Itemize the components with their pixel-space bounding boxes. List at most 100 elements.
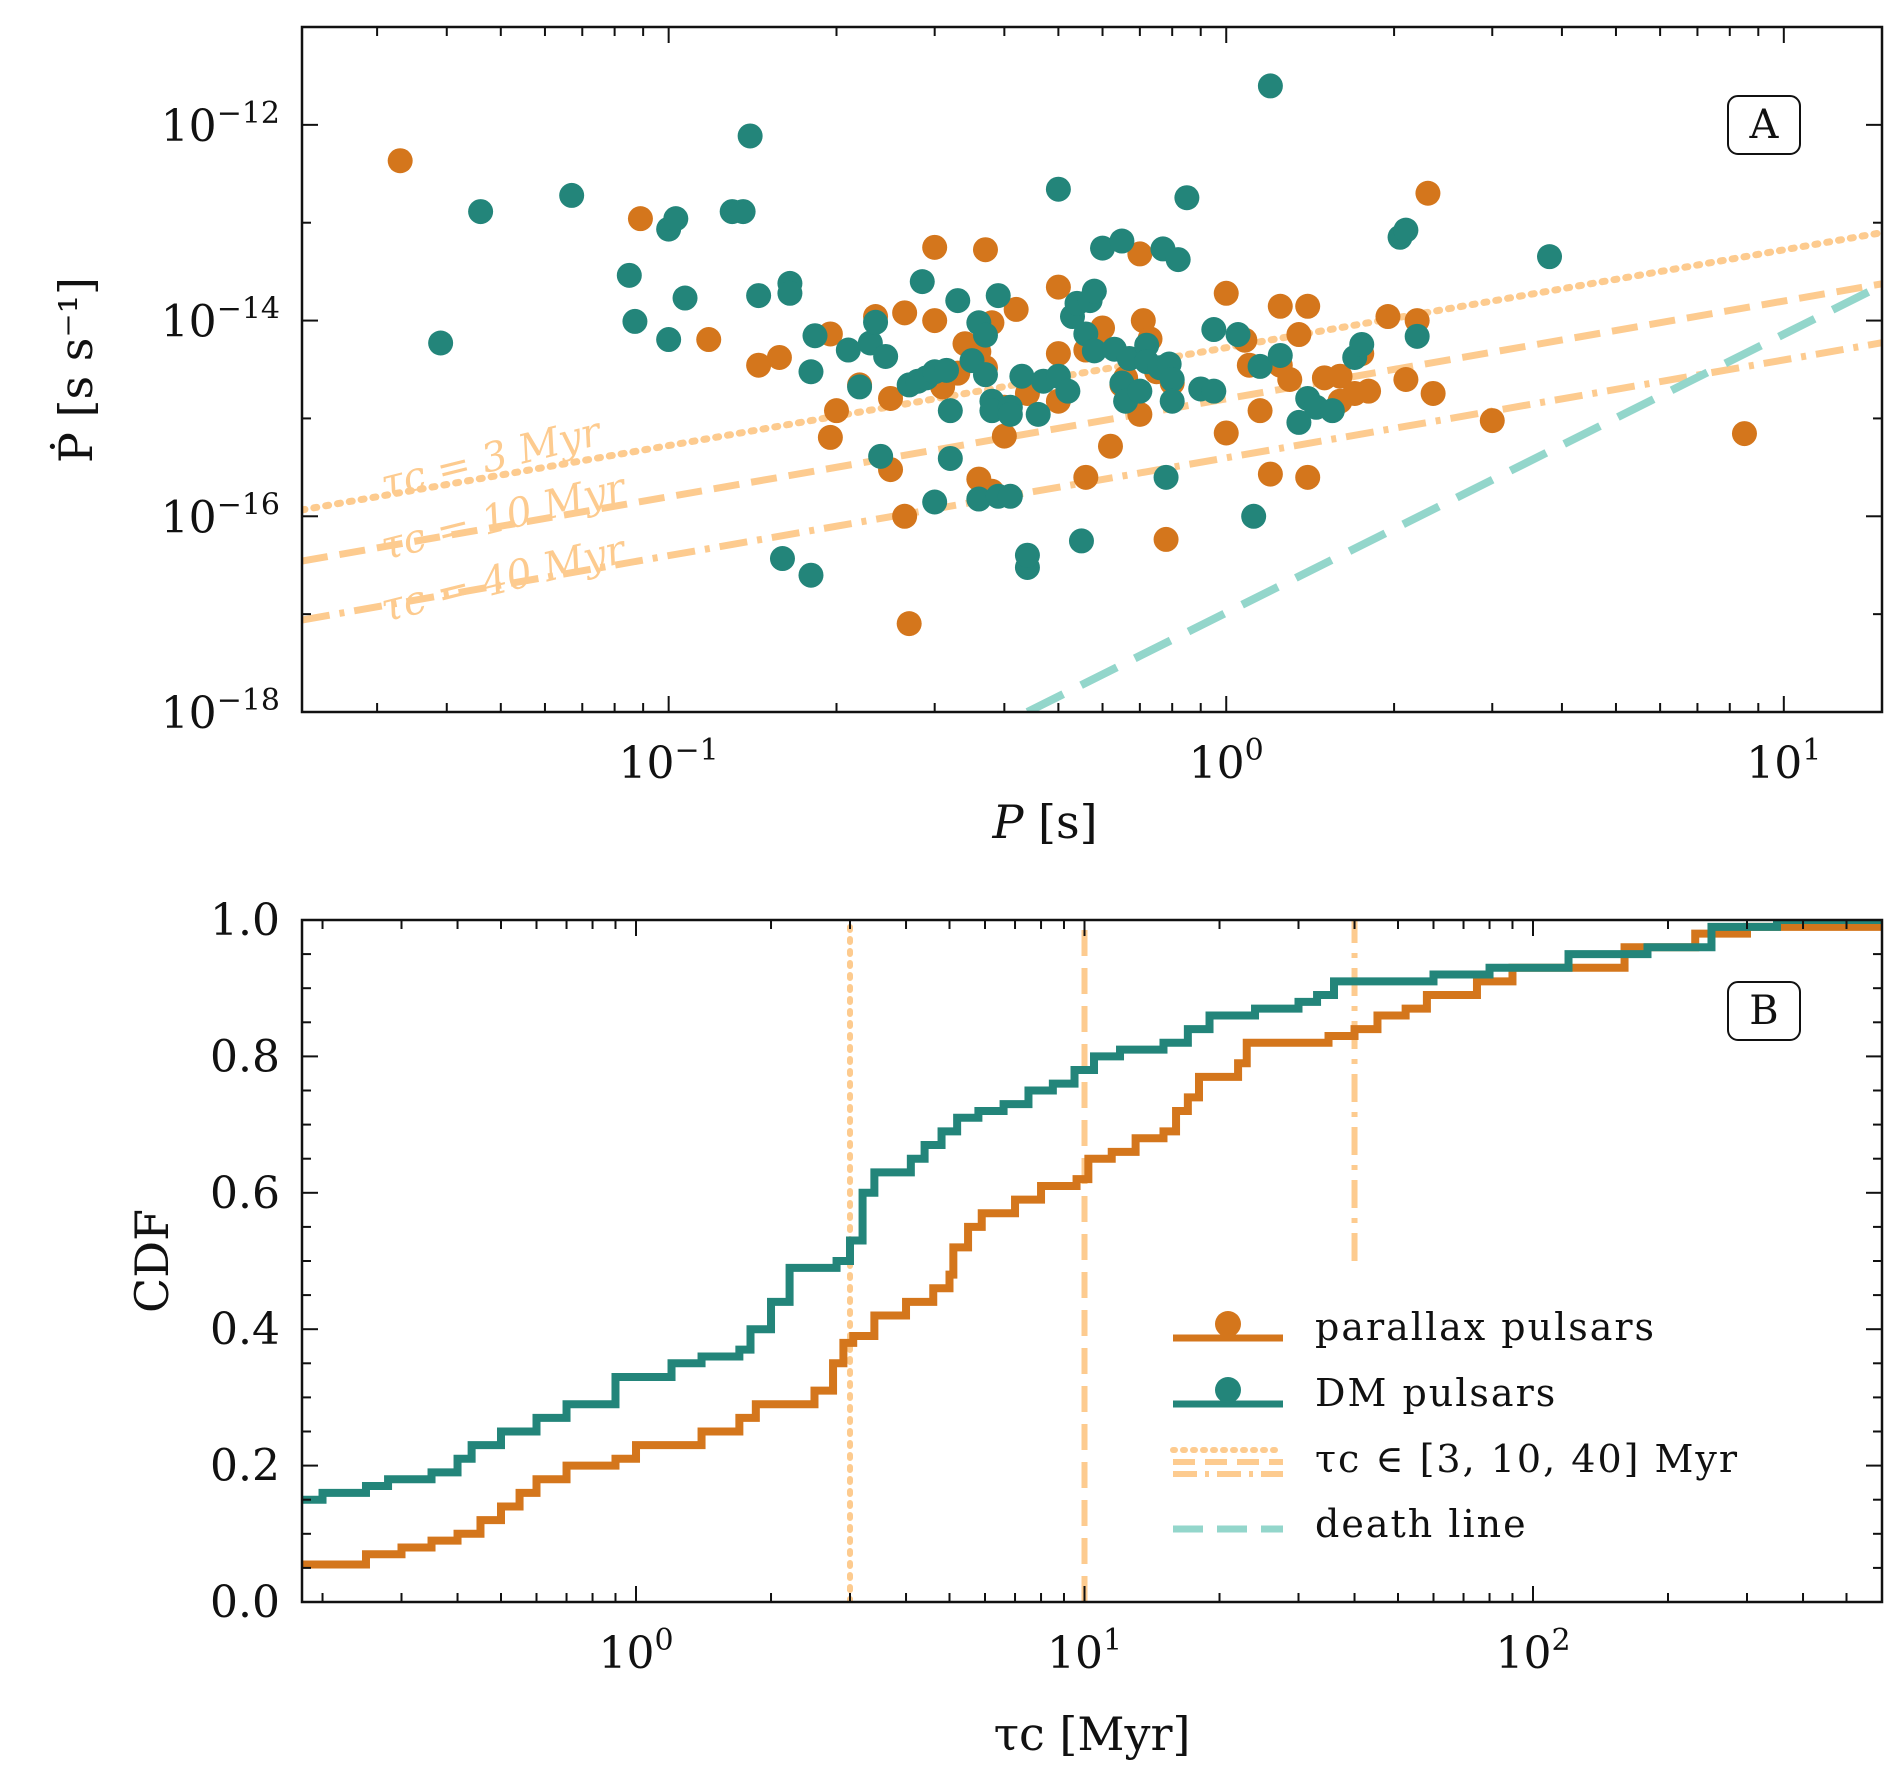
dm-point xyxy=(1286,409,1312,435)
parallax-point xyxy=(991,423,1017,449)
parallax-point xyxy=(1003,296,1029,322)
dm-point xyxy=(1267,342,1293,368)
panel-b: 100 101 102 0.0 0.2 0.4 0.6 0.8 1.0 B parallax p… xyxy=(125,895,1884,1761)
dm-point xyxy=(909,269,935,295)
dm-point xyxy=(945,288,971,314)
dm-point xyxy=(1159,366,1185,392)
dm-point xyxy=(1109,228,1135,254)
parallax-point xyxy=(746,352,772,378)
parallax-point xyxy=(817,424,843,450)
dm-point xyxy=(966,486,992,512)
panel-b-ticks xyxy=(302,919,1883,1603)
dm-point xyxy=(1081,278,1107,304)
dm-point xyxy=(847,374,873,400)
parallax-point xyxy=(1045,274,1071,300)
x-tick-label: 102 xyxy=(1495,1623,1570,1679)
dm-point xyxy=(656,327,682,353)
parallax-point xyxy=(766,344,792,370)
legend: parallax pulsars DM pulsars τc ∈ [3, 10,… xyxy=(1170,1305,1737,1546)
panel-a-ylabel: Ṗ [s s⁻¹] xyxy=(48,277,103,463)
dm-point xyxy=(798,562,824,588)
parallax-point xyxy=(1295,464,1321,490)
dm-point xyxy=(730,199,756,225)
panel-b-ylabel: CDF xyxy=(125,1209,179,1313)
parallax-point xyxy=(1327,363,1353,389)
panel-a-frame xyxy=(300,25,1884,714)
dm-point xyxy=(672,285,698,311)
tau-line-3 xyxy=(302,229,1882,514)
cdf-dm xyxy=(302,920,1882,1504)
dm-point xyxy=(746,283,772,309)
legend-label-dm: DM pulsars xyxy=(1315,1371,1557,1415)
parallax-point xyxy=(892,300,918,326)
parallax-point xyxy=(387,148,413,174)
parallax-point xyxy=(922,234,948,260)
parallax-point xyxy=(1731,421,1757,447)
dm-point xyxy=(868,443,894,469)
scatter-points xyxy=(387,73,1757,637)
dm-point xyxy=(1153,464,1179,490)
dm-point xyxy=(922,489,948,515)
dm-point xyxy=(1201,317,1227,343)
parallax-point xyxy=(1045,341,1071,367)
x-tick-label: 100 xyxy=(1189,733,1264,789)
dm-point xyxy=(1025,401,1051,427)
legend-entry-tau: τc ∈ [3, 10, 40] Myr xyxy=(1170,1437,1737,1481)
tau-vlines xyxy=(846,920,1358,1602)
dm-point xyxy=(835,337,861,363)
dm-point xyxy=(777,280,803,306)
dm-point xyxy=(934,357,960,383)
parallax-point xyxy=(1127,241,1153,267)
dm-point xyxy=(1081,338,1107,364)
dm-point xyxy=(1349,331,1375,357)
dm-point xyxy=(972,362,998,388)
parallax-point xyxy=(1420,380,1446,406)
y-tick-label: 1.0 xyxy=(210,895,280,946)
parallax-point xyxy=(1286,322,1312,348)
parallax-point xyxy=(1479,408,1505,434)
dm-point xyxy=(1225,322,1251,348)
legend-entry-parallax: parallax pulsars xyxy=(1173,1305,1654,1349)
parallax-point xyxy=(627,206,653,232)
death-line-segment xyxy=(1025,281,1882,712)
legend-entry-death: death line xyxy=(1173,1502,1528,1546)
parallax-point xyxy=(878,385,904,411)
panel-b-xlabel: τc [Myr] xyxy=(994,1707,1191,1761)
y-tick-label: 10−14 xyxy=(161,292,280,348)
parallax-point xyxy=(922,308,948,334)
parallax-point xyxy=(1257,461,1283,487)
dm-point xyxy=(1159,388,1185,414)
parallax-point xyxy=(1356,378,1382,404)
dm-point xyxy=(802,323,828,349)
panel-a-xlabel: P [s] xyxy=(991,795,1097,849)
legend-entry-dm: DM pulsars xyxy=(1173,1371,1557,1415)
dm-point xyxy=(1174,185,1200,211)
dm-point xyxy=(1247,353,1273,379)
y-tick-label: 0.8 xyxy=(210,1031,280,1082)
y-tick-label: 0.6 xyxy=(210,1168,280,1219)
y-tick-label: 0.4 xyxy=(210,1304,280,1355)
cdf-parallax xyxy=(302,922,1882,1569)
dm-point xyxy=(972,322,998,348)
panel-a-ticks xyxy=(302,26,1882,713)
dm-point xyxy=(1241,503,1267,529)
dm-point xyxy=(622,308,648,334)
parallax-point xyxy=(896,611,922,637)
parallax-point xyxy=(972,237,998,263)
dm-point xyxy=(1165,247,1191,273)
panel-b-label-box: B xyxy=(1727,981,1801,1041)
panel-a-label-box: A xyxy=(1727,95,1801,155)
y-tick-label: 0.0 xyxy=(210,1577,280,1628)
dm-point xyxy=(1537,244,1563,270)
dm-point xyxy=(798,359,824,385)
parallax-point xyxy=(1277,366,1303,392)
dm-point xyxy=(1014,542,1040,568)
death-line xyxy=(1025,281,1882,712)
panel-a-tick-labels: 10−1 100 101 10−18 10−16 10−14 10−12 xyxy=(161,96,1822,789)
legend-label-death: death line xyxy=(1315,1502,1528,1546)
y-tick-label: 10−16 xyxy=(161,487,280,543)
dm-point xyxy=(937,445,963,471)
panel-b-plot-area xyxy=(302,920,1882,1602)
dm-point xyxy=(468,199,494,225)
